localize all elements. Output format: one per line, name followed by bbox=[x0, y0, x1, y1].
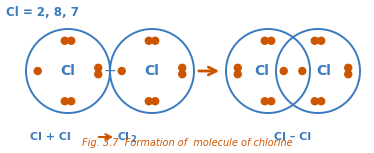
Circle shape bbox=[152, 98, 159, 105]
Text: Cl: Cl bbox=[255, 64, 269, 78]
Text: Cl: Cl bbox=[316, 64, 331, 78]
Circle shape bbox=[145, 98, 152, 105]
Circle shape bbox=[345, 71, 352, 78]
Circle shape bbox=[234, 64, 241, 71]
Circle shape bbox=[179, 64, 186, 71]
Text: Cl = 2, 8, 7: Cl = 2, 8, 7 bbox=[6, 6, 79, 19]
Circle shape bbox=[68, 37, 75, 44]
Circle shape bbox=[311, 98, 318, 105]
Circle shape bbox=[318, 37, 325, 44]
Circle shape bbox=[179, 71, 186, 78]
Circle shape bbox=[234, 71, 241, 78]
Circle shape bbox=[34, 67, 41, 75]
Circle shape bbox=[299, 67, 306, 75]
Text: Cl – Cl: Cl – Cl bbox=[275, 132, 312, 142]
Text: Fig. 3.7  Formation of  molecule of chlorine: Fig. 3.7 Formation of molecule of chlori… bbox=[82, 138, 292, 148]
Circle shape bbox=[95, 71, 102, 78]
Circle shape bbox=[311, 37, 318, 44]
Circle shape bbox=[268, 37, 275, 44]
Text: Cl: Cl bbox=[118, 132, 130, 142]
Circle shape bbox=[118, 67, 125, 75]
Text: +: + bbox=[104, 63, 116, 78]
Circle shape bbox=[345, 64, 352, 71]
Text: Cl: Cl bbox=[61, 64, 76, 78]
Circle shape bbox=[268, 98, 275, 105]
Circle shape bbox=[261, 98, 268, 105]
Circle shape bbox=[152, 37, 159, 44]
Text: 2: 2 bbox=[130, 134, 136, 144]
Text: Cl + Cl: Cl + Cl bbox=[30, 132, 71, 142]
Circle shape bbox=[280, 67, 287, 75]
Circle shape bbox=[95, 64, 102, 71]
Circle shape bbox=[261, 37, 268, 44]
Text: Cl: Cl bbox=[145, 64, 159, 78]
Circle shape bbox=[68, 98, 75, 105]
Circle shape bbox=[318, 98, 325, 105]
Circle shape bbox=[61, 37, 68, 44]
Circle shape bbox=[61, 98, 68, 105]
Circle shape bbox=[145, 37, 152, 44]
